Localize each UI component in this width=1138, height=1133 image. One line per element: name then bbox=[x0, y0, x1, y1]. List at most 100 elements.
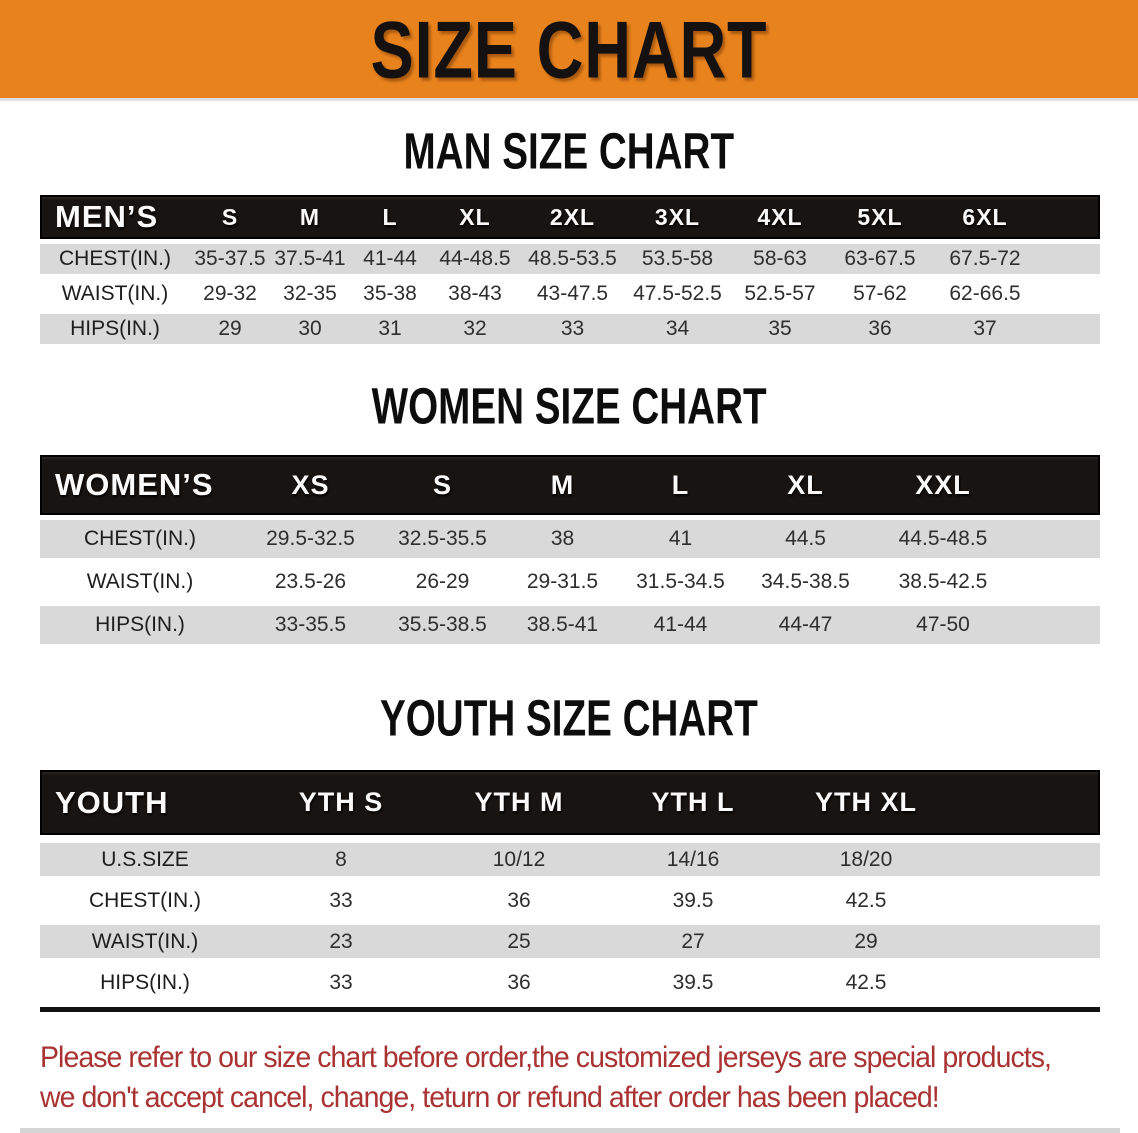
value-cell: 38.5-41 bbox=[526, 613, 599, 636]
value-cell: 57-62 bbox=[853, 282, 907, 305]
footer-line-2: we don't accept cancel, change, teturn o… bbox=[40, 1081, 940, 1114]
women-waist-row: WAIST(IN.) 23.5-26 26-29 29-31.5 31.5-34… bbox=[40, 563, 1100, 601]
footer-disclaimer: Please refer to our size chart before or… bbox=[40, 1038, 1138, 1118]
value-cell: 41 bbox=[668, 527, 693, 550]
value-cell: 52.5-57 bbox=[744, 282, 816, 305]
value-cell: 36 bbox=[507, 888, 531, 912]
row-label: WAIST(IN.) bbox=[61, 282, 169, 305]
value-cell: 29 bbox=[854, 929, 878, 953]
value-cell: 38-43 bbox=[448, 282, 502, 305]
value-cell: 67.5-72 bbox=[949, 247, 1021, 270]
youth-ussize-row: U.S.SIZE 8 10/12 14/16 18/20 bbox=[40, 843, 1100, 876]
value-cell: 33 bbox=[329, 888, 353, 912]
value-cell: 47.5-52.5 bbox=[633, 282, 722, 305]
value-cell: 38 bbox=[550, 527, 575, 550]
value-cell: 37 bbox=[973, 317, 997, 340]
men-chest-row: CHEST(IN.) 35-37.5 37.5-41 41-44 44-48.5… bbox=[40, 244, 1100, 274]
women-section-heading: WOMEN SIZE CHART bbox=[0, 377, 1138, 435]
value-cell: 35.5-38.5 bbox=[398, 613, 487, 636]
youth-table-title: YOUTH bbox=[55, 784, 169, 820]
row-label: CHEST(IN.) bbox=[59, 247, 171, 270]
value-cell: 44-48.5 bbox=[439, 247, 511, 270]
row-label: CHEST(IN.) bbox=[89, 888, 201, 912]
value-cell: 14/16 bbox=[666, 847, 720, 871]
men-section-heading: MAN SIZE CHART bbox=[0, 122, 1138, 180]
size-col-header: XL bbox=[459, 203, 491, 230]
size-col-header: YTH M bbox=[474, 787, 564, 817]
value-cell: 47-50 bbox=[916, 613, 970, 636]
value-cell: 33 bbox=[560, 317, 585, 340]
value-cell: 31.5-34.5 bbox=[636, 570, 725, 593]
value-cell: 18/20 bbox=[839, 847, 893, 871]
size-col-header: XS bbox=[291, 469, 330, 500]
banner-title: SIZE CHART bbox=[370, 3, 768, 95]
value-cell: 42.5 bbox=[845, 888, 887, 912]
value-cell: 32 bbox=[463, 317, 487, 340]
value-cell: 31 bbox=[378, 317, 402, 340]
men-table-title: MEN’S bbox=[55, 199, 159, 234]
value-cell: 44.5 bbox=[785, 527, 826, 550]
value-cell: 33 bbox=[329, 970, 353, 994]
women-chest-row: CHEST(IN.) 29.5-32.5 32.5-35.5 38 41 44.… bbox=[40, 520, 1100, 558]
value-cell: 34.5-38.5 bbox=[761, 570, 850, 593]
value-cell: 39.5 bbox=[672, 888, 714, 912]
value-cell: 25 bbox=[507, 929, 531, 953]
value-cell: 26-29 bbox=[415, 570, 470, 593]
men-size-table: MEN’S S M L XL 2XL 3XL 4XL 5XL 6XL CHEST… bbox=[40, 195, 1100, 344]
youth-chest-row: CHEST(IN.) 33 36 39.5 42.5 bbox=[40, 884, 1100, 917]
row-label: WAIST(IN.) bbox=[91, 929, 199, 953]
size-col-header: S bbox=[221, 203, 239, 230]
value-cell: 41-44 bbox=[363, 247, 417, 270]
value-cell: 33-35.5 bbox=[274, 613, 347, 636]
value-cell: 29-32 bbox=[203, 282, 257, 305]
youth-size-table: YOUTH YTH S YTH M YTH L YTH XL U.S.SIZE … bbox=[40, 770, 1100, 1012]
footer-line-1: Please refer to our size chart before or… bbox=[40, 1041, 1052, 1074]
size-col-header: 2XL bbox=[549, 203, 596, 230]
value-cell: 8 bbox=[335, 847, 347, 871]
men-section-heading-text: MAN SIZE CHART bbox=[403, 122, 735, 180]
value-cell: 32-35 bbox=[283, 282, 337, 305]
size-col-header: YTH S bbox=[298, 787, 384, 817]
youth-table-bottom-border bbox=[40, 1007, 1100, 1012]
value-cell: 37.5-41 bbox=[274, 247, 346, 270]
row-label: HIPS(IN.) bbox=[70, 317, 160, 340]
value-cell: 58-63 bbox=[753, 247, 807, 270]
size-col-header: XL bbox=[787, 469, 824, 500]
value-cell: 63-67.5 bbox=[844, 247, 916, 270]
size-col-header: 6XL bbox=[962, 203, 1008, 230]
value-cell: 36 bbox=[868, 317, 892, 340]
value-cell: 36 bbox=[507, 970, 531, 994]
youth-table-header-row: YOUTH YTH S YTH M YTH L YTH XL bbox=[40, 770, 1100, 835]
men-hips-row: HIPS(IN.) 29 30 31 32 33 34 35 36 37 bbox=[40, 314, 1100, 344]
bottom-divider bbox=[20, 1128, 1120, 1133]
value-cell: 35-38 bbox=[363, 282, 417, 305]
men-waist-row: WAIST(IN.) 29-32 32-35 35-38 38-43 43-47… bbox=[40, 279, 1100, 309]
value-cell: 34 bbox=[665, 317, 690, 340]
women-section-heading-text: WOMEN SIZE CHART bbox=[371, 377, 767, 435]
value-cell: 35-37.5 bbox=[194, 247, 266, 270]
men-table-header-row: MEN’S S M L XL 2XL 3XL 4XL 5XL 6XL bbox=[40, 195, 1100, 239]
value-cell: 53.5-58 bbox=[641, 247, 714, 270]
women-size-table: WOMEN’S XS S M L XL XXL CHEST(IN.) 29.5-… bbox=[40, 455, 1100, 644]
size-col-header: S bbox=[432, 469, 452, 500]
value-cell: 29 bbox=[218, 317, 242, 340]
size-col-header: 4XL bbox=[757, 203, 803, 230]
size-col-header: YTH L bbox=[651, 787, 735, 817]
size-col-header: M bbox=[550, 469, 575, 500]
size-col-header: 5XL bbox=[857, 203, 903, 230]
value-cell: 10/12 bbox=[492, 847, 546, 871]
youth-section-heading-text: YOUTH SIZE CHART bbox=[380, 689, 758, 747]
row-label: CHEST(IN.) bbox=[84, 527, 196, 550]
banner: SIZE CHART bbox=[0, 0, 1138, 101]
size-col-header: XXL bbox=[915, 469, 971, 500]
value-cell: 30 bbox=[298, 317, 322, 340]
value-cell: 27 bbox=[681, 929, 705, 953]
value-cell: 23.5-26 bbox=[274, 570, 347, 593]
value-cell: 29.5-32.5 bbox=[266, 527, 355, 550]
value-cell: 32.5-35.5 bbox=[398, 527, 487, 550]
value-cell: 23 bbox=[329, 929, 353, 953]
row-label: WAIST(IN.) bbox=[86, 570, 194, 593]
women-table-header-row: WOMEN’S XS S M L XL XXL bbox=[40, 455, 1100, 515]
row-label: U.S.SIZE bbox=[101, 847, 189, 871]
